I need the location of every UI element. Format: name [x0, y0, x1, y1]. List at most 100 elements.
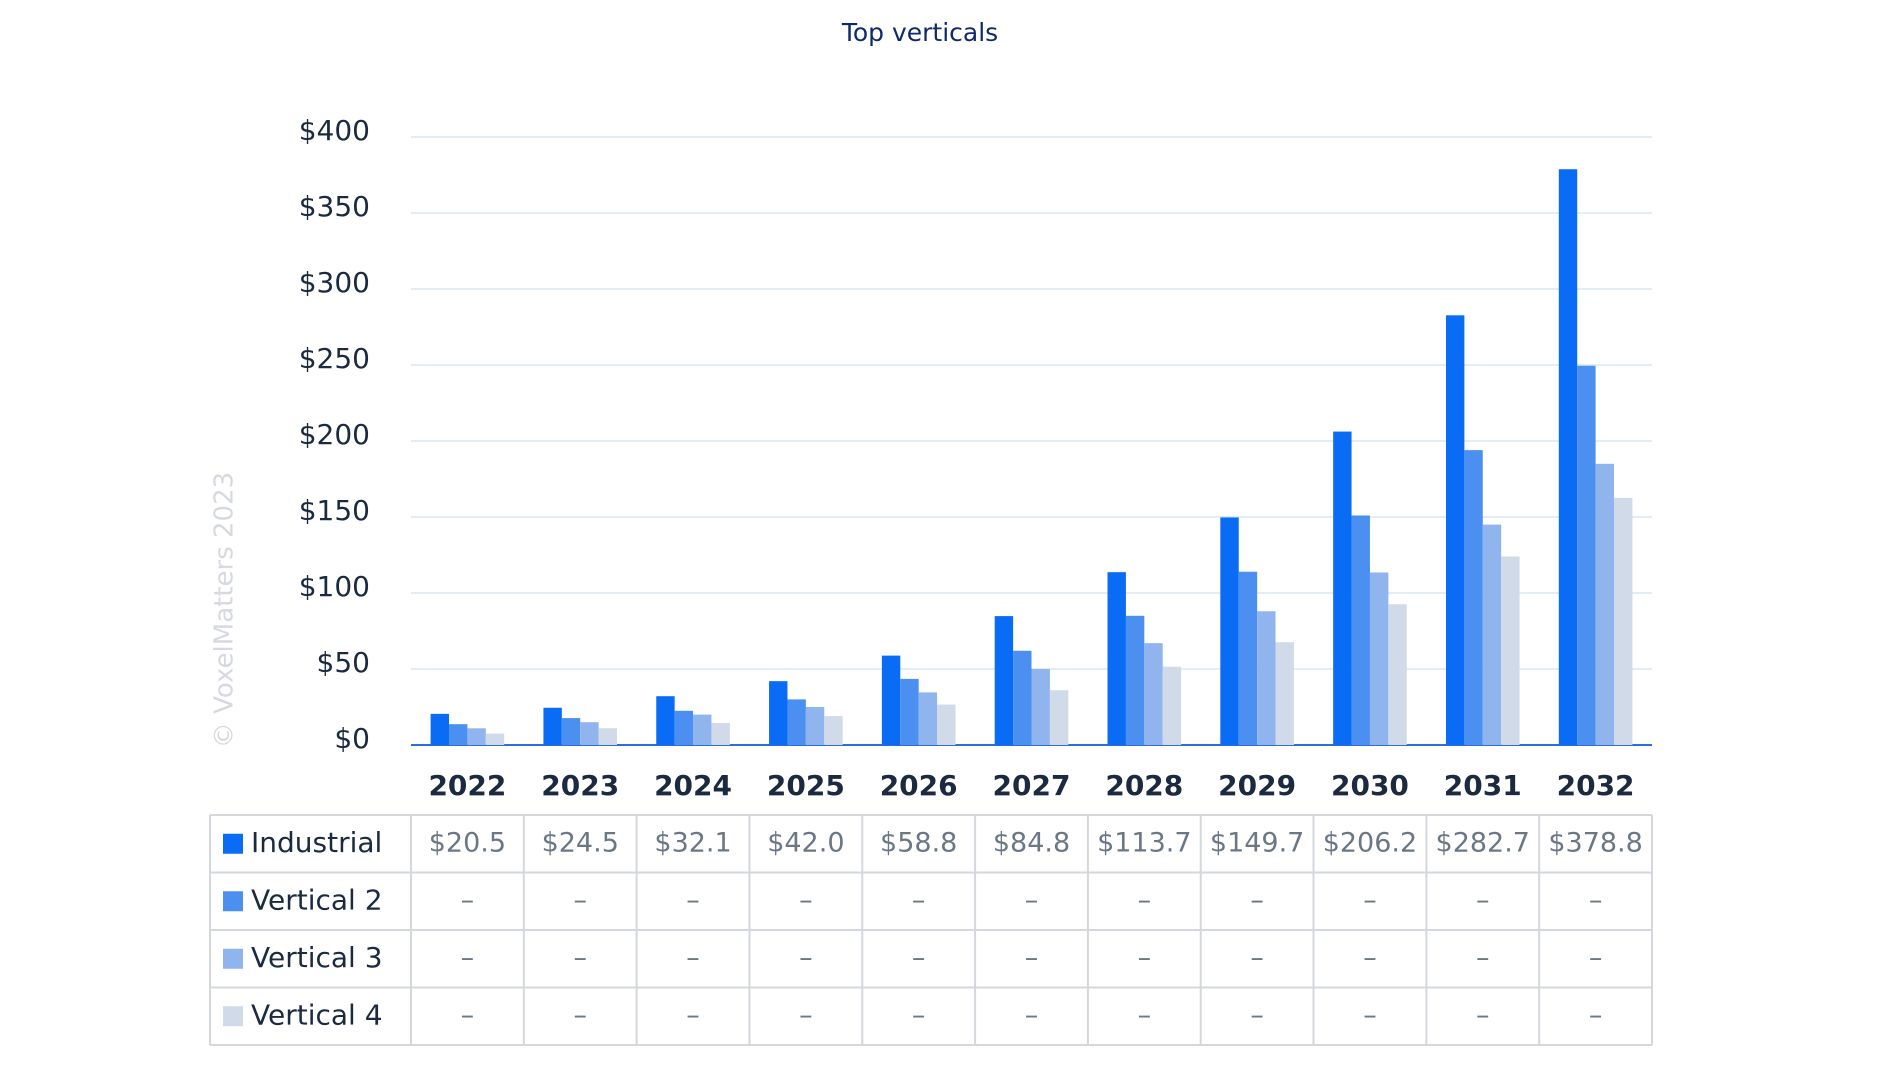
- legend-swatch: [223, 833, 243, 854]
- y-tick-label: $100: [299, 570, 370, 603]
- bar: [1013, 650, 1032, 745]
- bar: [449, 724, 468, 745]
- y-tick-label: $400: [299, 114, 370, 147]
- bar: [543, 707, 562, 745]
- table-value: $206.2: [1323, 827, 1417, 858]
- table-value: –: [1589, 942, 1603, 973]
- bar: [430, 713, 450, 745]
- table-value: –: [1476, 1000, 1490, 1031]
- x-tick-label: 2030: [1331, 769, 1409, 802]
- table-value: $378.8: [1548, 827, 1642, 858]
- table-value: –: [573, 885, 587, 916]
- table-value: –: [1025, 885, 1039, 916]
- watermark: © VoxelMatters 2023: [210, 472, 240, 748]
- bar: [1464, 450, 1483, 745]
- table-value: –: [461, 942, 475, 973]
- table-value: –: [686, 1000, 700, 1031]
- table-value: –: [799, 1000, 813, 1031]
- bar: [1125, 615, 1145, 745]
- bar: [769, 681, 788, 745]
- x-tick-label: 2023: [541, 769, 619, 802]
- bar: [1613, 497, 1633, 745]
- table-value: –: [1138, 885, 1152, 916]
- y-tick-label: $50: [317, 646, 370, 679]
- bar: [1049, 690, 1069, 745]
- y-tick-label: $150: [299, 494, 370, 527]
- table-value: $58.8: [880, 827, 957, 858]
- x-tick-label: 2026: [880, 769, 958, 802]
- table-value: –: [686, 885, 700, 916]
- y-tick-label: $250: [299, 342, 370, 375]
- bar: [561, 718, 581, 745]
- bar: [598, 728, 618, 745]
- table-value: –: [1363, 942, 1377, 973]
- bar: [1275, 642, 1294, 745]
- bar: [1558, 169, 1578, 745]
- table-value: $282.7: [1436, 827, 1530, 858]
- bar: [656, 696, 675, 745]
- table-value: –: [573, 942, 587, 973]
- table-value: $24.5: [542, 827, 619, 858]
- x-tick-label: 2032: [1557, 769, 1635, 802]
- table-value: –: [1138, 1000, 1152, 1031]
- bar: [1144, 643, 1163, 745]
- bar: [900, 678, 919, 745]
- table-value: $42.0: [767, 827, 844, 858]
- bar: [805, 707, 825, 745]
- table-value: –: [1589, 885, 1603, 916]
- table-value: $20.5: [429, 827, 506, 858]
- table-value: $84.8: [993, 827, 1070, 858]
- table-value: –: [1250, 942, 1264, 973]
- bar: [1257, 611, 1276, 745]
- table-value: –: [1476, 885, 1490, 916]
- legend-entry: Vertical 4: [251, 998, 383, 1031]
- table-value: –: [912, 1000, 926, 1031]
- legend-swatch: [223, 891, 243, 912]
- legend-entry: Industrial: [251, 826, 382, 859]
- bar: [1238, 571, 1258, 745]
- table-value: –: [1025, 1000, 1039, 1031]
- bar: [881, 655, 901, 745]
- bar: [1577, 365, 1596, 745]
- table-value: –: [461, 885, 475, 916]
- bar: [1107, 572, 1126, 745]
- bar: [1501, 556, 1520, 745]
- bar: [693, 714, 712, 745]
- bar: [467, 728, 486, 745]
- bar: [787, 699, 806, 745]
- table-value: –: [799, 942, 813, 973]
- bar: [937, 704, 956, 745]
- bar: [994, 616, 1014, 745]
- bar: [1162, 666, 1182, 745]
- chart-title: Top verticals: [841, 18, 998, 47]
- x-tick-label: 2022: [428, 769, 506, 802]
- x-tick-label: 2028: [1105, 769, 1183, 802]
- legend-entry: Vertical 3: [251, 941, 383, 974]
- table-value: –: [1363, 885, 1377, 916]
- bar: [674, 710, 694, 745]
- bar: [1220, 517, 1239, 745]
- y-tick-label: $350: [299, 190, 370, 223]
- bar: [824, 716, 843, 745]
- table-value: –: [1363, 1000, 1377, 1031]
- bar: [711, 722, 730, 745]
- table-value: –: [799, 885, 813, 916]
- x-tick-label: 2027: [993, 769, 1071, 802]
- bar: [1445, 315, 1465, 745]
- table-value: –: [1250, 1000, 1264, 1031]
- table-value: $113.7: [1097, 827, 1191, 858]
- bar: [1482, 524, 1502, 745]
- legend-entry: Vertical 2: [251, 883, 383, 916]
- bar: [1333, 431, 1352, 745]
- table-value: –: [1025, 942, 1039, 973]
- y-tick-label: $200: [299, 418, 370, 451]
- bar: [485, 733, 505, 745]
- table-value: –: [912, 885, 926, 916]
- bar: [1369, 572, 1389, 745]
- bar: [1388, 604, 1407, 745]
- bar: [580, 722, 599, 745]
- table-value: –: [1589, 1000, 1603, 1031]
- table-value: –: [461, 1000, 475, 1031]
- table-value: $149.7: [1210, 827, 1304, 858]
